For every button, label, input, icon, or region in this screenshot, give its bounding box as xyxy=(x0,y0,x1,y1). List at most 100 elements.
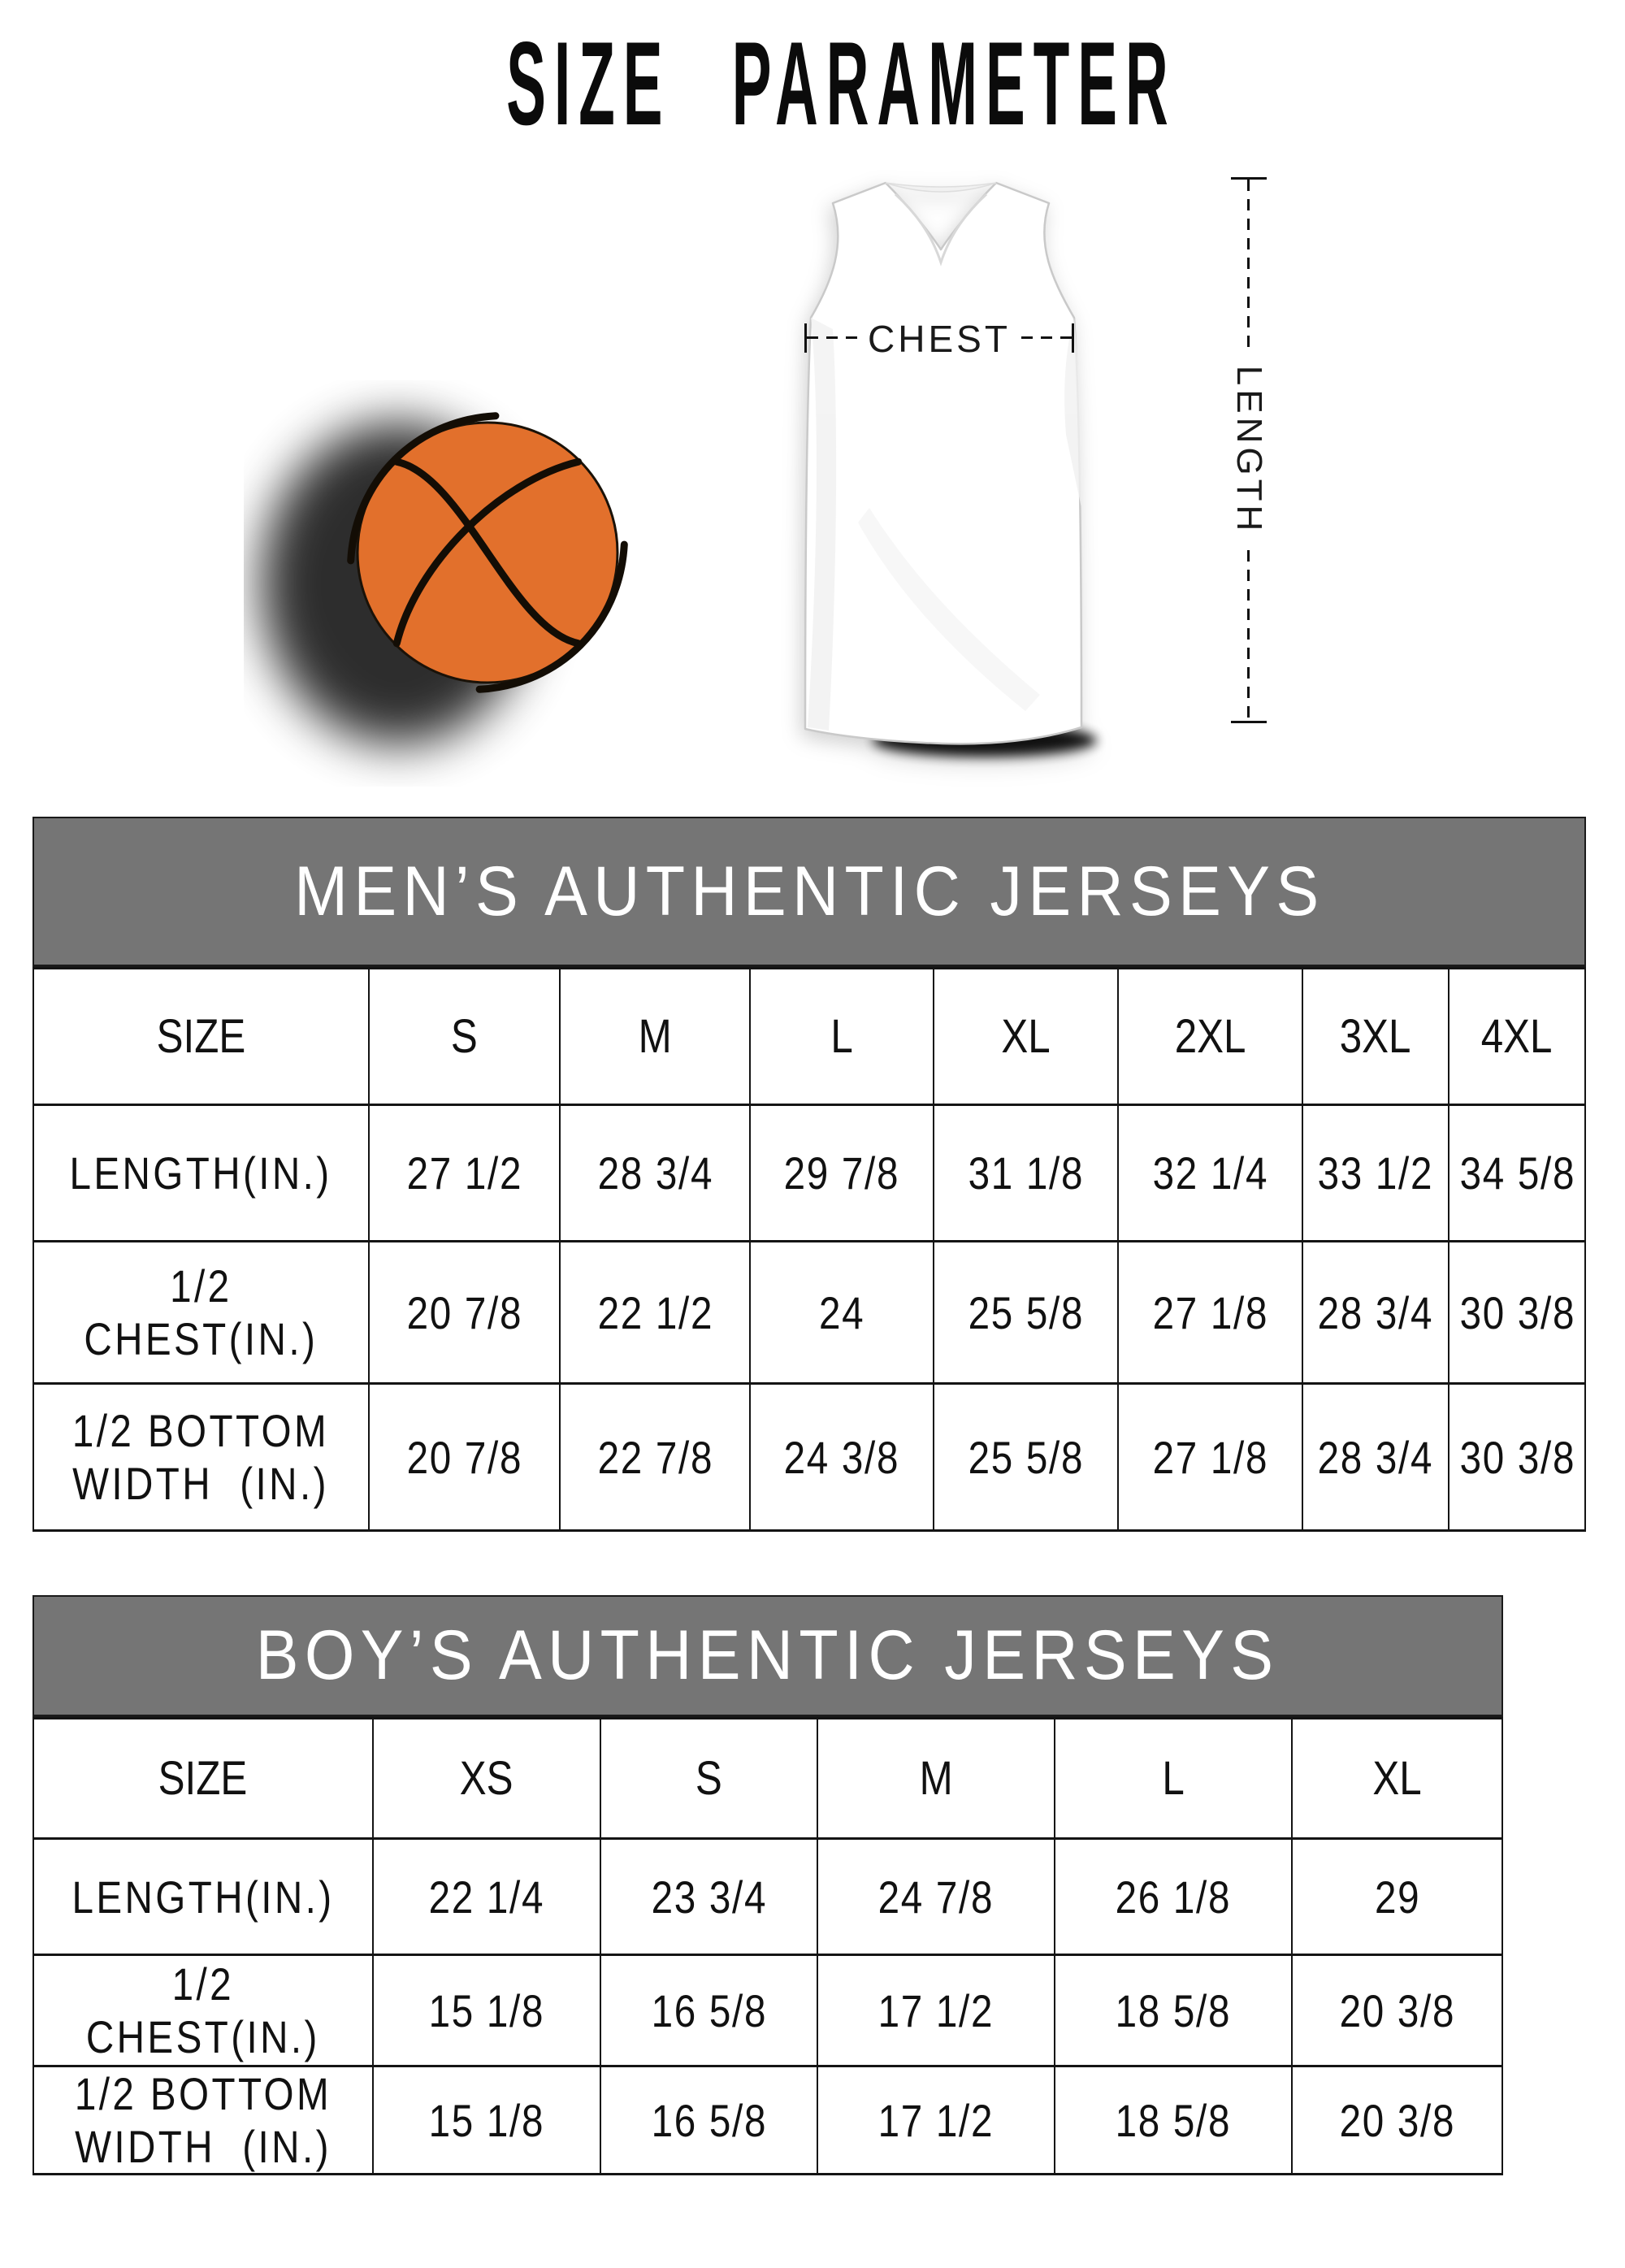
measurement-value-cell: 31 1/8 xyxy=(932,1104,1120,1242)
measurement-value: 20 7/8 xyxy=(406,1286,522,1338)
measurement-value-cell: 18 5/8 xyxy=(1053,1954,1294,2067)
size-column-label: 3XL xyxy=(1340,1010,1411,1063)
measurement-value-cell: 20 3/8 xyxy=(1291,2065,1503,2175)
measurement-value: 23 3/4 xyxy=(651,1871,767,1923)
measurement-value-cell: 15 1/8 xyxy=(371,2065,601,2175)
size-column-label: M xyxy=(919,1752,953,1805)
measurement-value-cell: 30 3/8 xyxy=(1447,1240,1587,1385)
size-column-header: XL xyxy=(1291,1717,1503,1840)
boys-size-table: SIZE XS S M L XL LENGTH(IN.) 22 1/4 23 3/4 24 7/8… xyxy=(32,1717,1503,2175)
size-column-label: 2XL xyxy=(1174,1010,1246,1063)
measurement-value: 15 1/8 xyxy=(428,1984,545,2036)
measurement-value-cell: 28 3/4 xyxy=(559,1104,752,1242)
size-corner-cell: SIZE xyxy=(32,967,370,1106)
size-column-header: XL xyxy=(932,967,1120,1106)
measurement-value-cell: 29 7/8 xyxy=(749,1104,934,1242)
measurement-value: 24 7/8 xyxy=(878,1871,994,1923)
measurement-row-label: 1/2 BOTTOM WIDTH (IN.) xyxy=(32,1382,370,1532)
measurement-row: 1/2 CHEST(IN.) 15 1/8 16 5/8 17 1/2 18 5/8 20… xyxy=(32,1954,1503,2067)
measurement-value-cell: 32 1/4 xyxy=(1117,1104,1304,1242)
measurement-row-label: 1/2 CHEST(IN.) xyxy=(32,1240,370,1385)
measurement-value-cell: 33 1/2 xyxy=(1302,1104,1450,1242)
measurement-value-cell: 28 3/4 xyxy=(1302,1382,1450,1532)
measurement-value-cell: 29 xyxy=(1291,1837,1503,1956)
jersey-shading xyxy=(808,318,1081,731)
measurement-row: LENGTH(IN.) 22 1/4 23 3/4 24 7/8 26 1/8 29 xyxy=(32,1837,1503,1956)
measurement-row-label: LENGTH(IN.) xyxy=(32,1837,374,1956)
measurement-value-cell: 22 1/4 xyxy=(371,1837,601,1956)
mens-size-table-section: MEN’S AUTHENTIC JERSEYS SIZE S M L XL 2XL 3XL 4… xyxy=(32,817,1587,1532)
row-label-text: 1/2 BOTTOM WIDTH (IN.) xyxy=(74,2068,332,2172)
measurement-value-cell: 22 7/8 xyxy=(559,1382,752,1532)
measurement-row-label: 1/2 BOTTOM WIDTH (IN.) xyxy=(32,2065,374,2175)
length-tick-top xyxy=(1231,177,1267,180)
page-title-text: SIZE PARAMETER xyxy=(505,17,1176,150)
measurement-value-cell: 27 1/2 xyxy=(367,1104,561,1242)
row-label-text: 1/2 BOTTOM WIDTH (IN.) xyxy=(72,1405,330,1509)
size-column-label: SIZE xyxy=(156,1010,246,1063)
mens-size-table: SIZE S M L XL 2XL 3XL 4XL LENGTH(IN.) 27 1/2 28 3/… xyxy=(32,967,1587,1532)
size-column-header: XS xyxy=(371,1717,601,1840)
basketball-icon xyxy=(262,412,628,744)
size-column-label: S xyxy=(451,1010,478,1063)
measurement-value: 31 1/8 xyxy=(968,1147,1084,1199)
measurement-value: 26 1/8 xyxy=(1115,1871,1232,1923)
size-column-label: XL xyxy=(1372,1752,1422,1805)
mens-table-title: MEN’S AUTHENTIC JERSEYS xyxy=(293,852,1325,930)
measurement-value: 24 xyxy=(818,1286,865,1338)
jersey-back-collar xyxy=(885,182,997,193)
measurement-value-cell: 22 1/2 xyxy=(559,1240,752,1385)
measurement-value-cell: 17 1/2 xyxy=(817,2065,1055,2175)
measurement-value: 22 7/8 xyxy=(597,1431,713,1483)
jersey-body xyxy=(804,181,1083,745)
size-column-label: 4XL xyxy=(1481,1010,1553,1063)
measurement-value: 33 1/2 xyxy=(1317,1147,1434,1199)
measurement-row: 1/2 BOTTOM WIDTH (IN.) 15 1/8 16 5/8 17 1/2… xyxy=(32,2065,1503,2175)
measurement-value: 27 1/2 xyxy=(406,1147,522,1199)
measurement-value-cell: 34 5/8 xyxy=(1447,1104,1587,1242)
size-header-row: SIZE S M L XL 2XL 3XL 4XL xyxy=(32,967,1587,1106)
measurement-value: 20 3/8 xyxy=(1339,1984,1455,2036)
size-column-header: M xyxy=(817,1717,1055,1840)
measurement-value-cell: 27 1/8 xyxy=(1117,1240,1304,1385)
boys-table-header-band: BOY’S AUTHENTIC JERSEYS xyxy=(32,1595,1503,1717)
measurement-row: 1/2 CHEST(IN.) 20 7/8 22 1/2 24 25 5/8 27 1/8… xyxy=(32,1240,1587,1385)
measurement-value: 29 xyxy=(1374,1871,1420,1923)
measurement-value-cell: 30 3/8 xyxy=(1447,1382,1587,1532)
measurement-value: 20 7/8 xyxy=(406,1431,522,1483)
size-column-header: L xyxy=(749,967,934,1106)
measurement-value-cell: 20 7/8 xyxy=(367,1382,561,1532)
row-label-text: LENGTH(IN.) xyxy=(69,1147,332,1199)
measurement-value: 34 5/8 xyxy=(1459,1147,1575,1199)
measurement-row-label: 1/2 CHEST(IN.) xyxy=(32,1954,374,2067)
measurement-value-cell: 24 xyxy=(749,1240,934,1385)
measurement-value-cell: 20 7/8 xyxy=(367,1240,561,1385)
measurement-value: 18 5/8 xyxy=(1115,2094,1232,2146)
size-column-header: S xyxy=(599,1717,819,1840)
measurement-value: 22 1/4 xyxy=(428,1871,545,1923)
measurement-value: 17 1/2 xyxy=(878,1984,994,2036)
chest-label: CHEST xyxy=(861,317,1017,361)
size-column-header: 4XL xyxy=(1447,967,1587,1106)
size-column-label: S xyxy=(696,1752,723,1805)
measurement-value: 20 3/8 xyxy=(1339,2094,1455,2146)
size-corner-cell: SIZE xyxy=(32,1717,374,1840)
size-column-label: XL xyxy=(1001,1010,1051,1063)
measurement-value-cell: 25 5/8 xyxy=(932,1382,1120,1532)
measurement-value: 28 3/4 xyxy=(1317,1431,1434,1483)
length-tick-bottom xyxy=(1231,721,1267,723)
boys-table-title: BOY’S AUTHENTIC JERSEYS xyxy=(256,1616,1280,1694)
boys-size-table-section: BOY’S AUTHENTIC JERSEYS SIZE XS S M L XL LENGT… xyxy=(32,1595,1503,2175)
size-header-row: SIZE XS S M L XL xyxy=(32,1717,1503,1840)
chest-measure-line: CHEST xyxy=(804,317,1074,361)
measurement-row: 1/2 BOTTOM WIDTH (IN.) 20 7/8 22 7/8 24 3/8… xyxy=(32,1382,1587,1532)
measurement-value: 30 3/8 xyxy=(1459,1286,1575,1338)
measurement-value-cell: 20 3/8 xyxy=(1291,1954,1503,2067)
measurement-value-cell: 17 1/2 xyxy=(817,1954,1055,2067)
mens-table-header-band: MEN’S AUTHENTIC JERSEYS xyxy=(32,817,1586,967)
chest-tick-right xyxy=(1072,323,1074,353)
size-column-header: S xyxy=(367,967,561,1106)
size-column-label: L xyxy=(1162,1752,1185,1805)
measurement-value-cell: 15 1/8 xyxy=(371,1954,601,2067)
